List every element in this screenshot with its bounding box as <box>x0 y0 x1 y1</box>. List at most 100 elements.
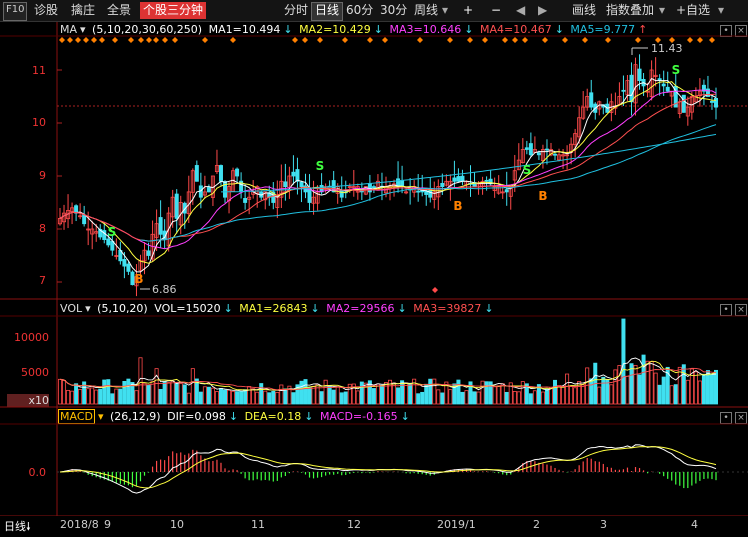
scroll-right-icon[interactable]: ▶ <box>538 3 548 17</box>
macd-dropdown-icon[interactable]: ▾ <box>97 410 104 423</box>
event-diamond[interactable] <box>605 37 611 43</box>
event-diamond[interactable] <box>582 37 588 43</box>
event-diamond[interactable] <box>432 287 438 293</box>
event-diamond[interactable] <box>542 37 548 43</box>
period-daily-tab[interactable]: 日线 <box>311 2 344 21</box>
volume-bar <box>432 378 437 405</box>
event-diamond[interactable] <box>162 37 168 43</box>
event-diamond[interactable] <box>482 37 488 43</box>
volume-bar <box>223 389 228 405</box>
panorama-button[interactable]: 全景 <box>107 3 132 17</box>
event-diamond[interactable] <box>230 37 236 43</box>
volume-bar <box>536 384 541 405</box>
event-diamond[interactable] <box>202 37 208 43</box>
event-diamond[interactable] <box>417 37 423 43</box>
event-diamond[interactable] <box>317 37 323 43</box>
event-diamond[interactable] <box>91 37 97 43</box>
event-diamond[interactable] <box>635 37 641 43</box>
event-diamond[interactable] <box>502 37 508 43</box>
volume-bar <box>126 378 131 405</box>
volume-bar <box>701 373 706 405</box>
candle-body <box>452 177 457 182</box>
candle-body <box>62 212 67 223</box>
volume-bar <box>178 383 183 405</box>
event-diamond[interactable] <box>83 37 89 43</box>
index-overlay-button[interactable]: 指数叠加 <box>606 3 655 17</box>
event-diamond[interactable] <box>153 37 159 43</box>
event-diamond[interactable] <box>447 37 453 43</box>
volume-bar <box>444 381 449 405</box>
volume-bar <box>456 379 461 405</box>
price-axis-label: 8 <box>39 222 46 235</box>
event-diamond[interactable] <box>522 37 528 43</box>
candle-body <box>685 106 690 117</box>
period-intraday-tab[interactable]: 分时 <box>284 3 309 17</box>
candle-body <box>581 106 586 119</box>
select-button[interactable]: 擒庄 <box>71 3 96 17</box>
event-diamond[interactable] <box>172 37 178 43</box>
event-diamond[interactable] <box>75 37 81 43</box>
ma4-value: MA4=10.467 <box>479 23 552 36</box>
scroll-left-icon[interactable]: ◀ <box>516 3 526 17</box>
watchlist-dropdown-icon[interactable]: ▾ <box>718 3 725 17</box>
sell-signal: S <box>316 159 325 173</box>
candle-body <box>460 175 465 182</box>
volume-bar <box>255 391 260 405</box>
period-30-tab[interactable]: 30分 <box>380 3 408 17</box>
volume-bar <box>367 380 372 405</box>
price-axis-label: 10 <box>32 116 46 129</box>
event-diamond[interactable] <box>697 37 703 43</box>
vol-dropdown-icon[interactable]: ▾ <box>85 302 91 315</box>
diagnose-button[interactable]: 诊股 <box>34 3 59 17</box>
macd-signal-line <box>59 446 717 489</box>
draw-line-button[interactable]: 画线 <box>572 3 597 17</box>
event-markers[interactable] <box>59 37 715 293</box>
candle-body <box>548 149 553 156</box>
ma1-value: MA1=10.494 <box>208 23 281 36</box>
buy-signal: B <box>453 199 462 213</box>
macd-indicator-name[interactable]: MACD <box>58 409 95 424</box>
event-diamond[interactable] <box>138 37 144 43</box>
event-diamond[interactable] <box>367 37 373 43</box>
event-diamond[interactable] <box>655 37 661 43</box>
volume-bar <box>227 389 232 405</box>
event-diamond[interactable] <box>146 37 152 43</box>
volume-ma-lines <box>59 357 717 392</box>
event-diamond[interactable] <box>302 37 308 43</box>
event-diamond[interactable] <box>382 37 388 43</box>
event-diamond[interactable] <box>99 37 105 43</box>
event-diamond[interactable] <box>67 37 73 43</box>
event-diamond[interactable] <box>112 37 118 43</box>
event-diamond[interactable] <box>128 37 134 43</box>
period-selector-label: 日线 <box>4 520 26 533</box>
event-diamond[interactable] <box>669 37 675 43</box>
f10-button[interactable]: F10 <box>3 2 28 21</box>
ma-indicator-name[interactable]: MA <box>60 23 78 36</box>
period-weekly-tab[interactable]: 周线 <box>414 3 439 17</box>
vol-indicator-name[interactable]: VOL <box>60 302 83 315</box>
stock-three-minute-tab[interactable]: 个股三分钟 <box>140 2 207 19</box>
period-selector[interactable]: 日线🠗 <box>4 518 31 537</box>
period-60-tab[interactable]: 60分 <box>346 3 374 17</box>
zoom-out-icon[interactable]: − <box>491 3 502 17</box>
volume-bar <box>512 391 517 405</box>
index-overlay-dropdown-icon[interactable]: ▾ <box>659 3 666 17</box>
ma-dropdown-icon[interactable]: ▾ <box>80 23 86 36</box>
event-diamond[interactable] <box>59 37 65 43</box>
weekly-dropdown-icon[interactable]: ▾ <box>442 3 449 17</box>
zoom-in-icon[interactable]: + <box>463 3 474 17</box>
event-diamond[interactable] <box>709 37 715 43</box>
add-watchlist-button[interactable]: +自选 <box>676 3 711 17</box>
volume-bar <box>295 384 300 405</box>
event-diamond[interactable] <box>687 37 693 43</box>
event-diamond[interactable] <box>467 37 473 43</box>
event-diamond[interactable] <box>562 37 568 43</box>
volume-bar <box>110 393 115 405</box>
event-diamond[interactable] <box>342 37 348 43</box>
candle-body <box>98 228 103 238</box>
event-diamond[interactable] <box>292 37 298 43</box>
volume-bar <box>673 384 678 405</box>
volume-bar <box>118 388 123 405</box>
event-diamond[interactable] <box>512 37 518 43</box>
